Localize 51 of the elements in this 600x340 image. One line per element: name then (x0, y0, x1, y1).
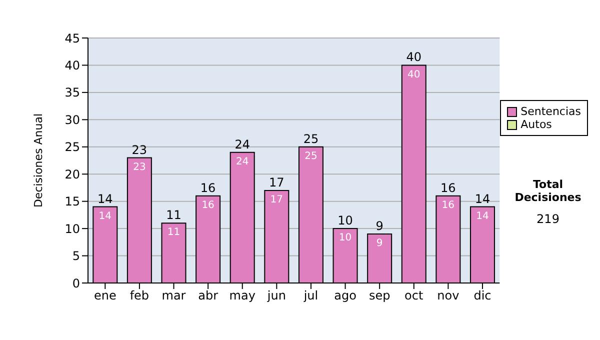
text: Total Decisiones (514, 178, 582, 204)
x-tick-label: nov (437, 288, 460, 303)
data-label: 16 (202, 200, 214, 211)
legend-label: Sentencias (520, 105, 581, 118)
total-label: 9 (376, 219, 384, 233)
x-tick-label: jun (266, 288, 286, 303)
y-axis-title: Decisiones Anual (32, 113, 45, 208)
y-tick-label: 15 (64, 194, 80, 209)
total-label: 10 (338, 214, 353, 228)
data-label: 23 (133, 162, 146, 173)
total-label: 14 (474, 192, 490, 206)
y-tick-label: 30 (64, 112, 80, 127)
total-label: 40 (406, 50, 422, 64)
total-label: 14 (98, 192, 113, 206)
text: 219 (536, 212, 560, 226)
data-label: 25 (304, 150, 318, 162)
data-label: 17 (270, 194, 284, 206)
y-tick-label: 40 (64, 58, 80, 72)
y-tick-label: 20 (64, 167, 80, 182)
total-label: 24 (234, 137, 250, 152)
legend-label: Autos (520, 118, 552, 131)
total-label: 16 (200, 180, 216, 195)
x-tick-label: ene (94, 288, 116, 303)
data-label: 16 (442, 200, 455, 211)
total-label: 17 (269, 175, 284, 190)
y-tick-label: 45 (64, 31, 80, 46)
x-tick-label: jul (302, 288, 318, 303)
x-tick-label: abr (198, 288, 218, 303)
data-label: 14 (98, 210, 112, 222)
y-tick-label: 25 (64, 140, 80, 154)
x-tick-label: ago (334, 288, 356, 303)
x-tick-label: mar (162, 288, 186, 303)
data-label: 24 (236, 156, 249, 168)
y-tick-label: 35 (64, 86, 80, 100)
x-tick-label: may (229, 288, 256, 303)
x-tick-label: feb (130, 288, 150, 303)
data-label: 11 (167, 227, 180, 238)
x-tick-label: oct (404, 288, 424, 303)
data-label: 10 (338, 232, 352, 244)
y-tick-label: 0 (72, 276, 80, 290)
total-label: 23 (132, 142, 148, 157)
total-label: 25 (303, 132, 319, 146)
y-tick-label: 10 (64, 222, 80, 236)
total-label: 16 (440, 180, 456, 195)
x-tick-label: sep (368, 288, 390, 303)
data-label: 9 (376, 238, 383, 250)
total-label: 11 (166, 208, 182, 222)
data-label: 40 (408, 69, 420, 80)
x-tick-label: dic (474, 288, 492, 303)
data-label: 14 (476, 210, 489, 222)
y-tick-label: 5 (72, 249, 80, 264)
